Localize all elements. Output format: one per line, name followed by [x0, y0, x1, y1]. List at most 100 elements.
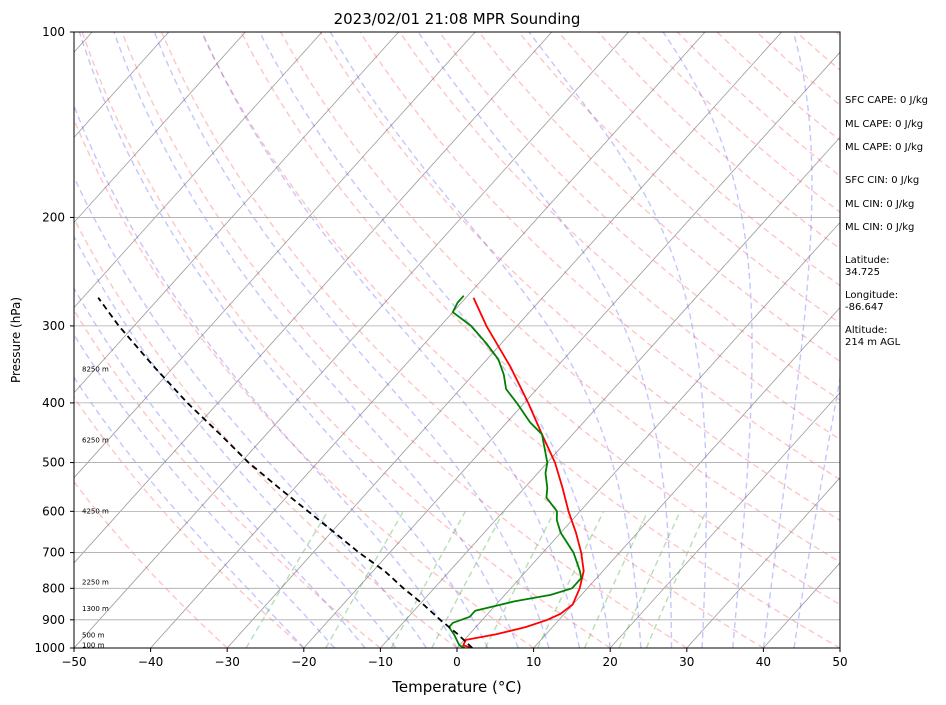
isotherm-line [303, 51, 840, 648]
latitude-block: Latitude: 34.725 [845, 255, 890, 278]
dry-adiabat-line [74, 396, 305, 648]
isotherm-line [74, 32, 323, 309]
x-tick-label: 0 [453, 655, 461, 669]
sfc-cape-label: SFC CAPE: 0 J/kg [845, 95, 928, 106]
ml-cape-label-2: ML CAPE: 0 J/kg [845, 142, 924, 153]
dry-adiabat-line [74, 118, 535, 648]
mixing-ratio-line [431, 510, 505, 648]
isotherm-line [74, 32, 553, 564]
moist-adiabat-line [74, 286, 366, 648]
isotherm-line [150, 32, 706, 648]
mixing-ratio-line [325, 510, 405, 648]
y-tick-label: 400 [42, 396, 65, 410]
y-axis-ticks: 100 200 300 400 500 600 700 800 900 1000 [34, 25, 74, 655]
moist-adiabat-line [329, 32, 642, 648]
moist-adiabat-line [417, 32, 673, 648]
height-label: 1300 m [82, 605, 109, 613]
y-tick-label: 100 [42, 25, 65, 39]
isotherm-line [533, 306, 840, 648]
chart-title: 2023/02/01 21:08 MPR Sounding [334, 10, 581, 28]
moist-adiabat-line [74, 235, 397, 648]
moist-adiabat-line [78, 32, 489, 648]
moist-adiabat-line [259, 32, 611, 648]
isotherm-line [609, 392, 840, 648]
x-tick-label: −20 [291, 655, 316, 669]
dry-adiabat-line [74, 308, 381, 648]
ml-cin-label-2: ML CIN: 0 J/kg [845, 222, 915, 233]
x-tick-label: 10 [526, 655, 541, 669]
isotherm-line [74, 32, 399, 394]
height-label: 6250 m [82, 436, 109, 444]
altitude-block: Altitude: 214 m AGL [845, 325, 900, 348]
y-axis-label: Pressure (hPa) [9, 297, 23, 383]
moist-adiabat-line [528, 32, 707, 648]
x-tick-label: 50 [832, 655, 847, 669]
series-layer [97, 295, 585, 648]
pressure-gridlines [74, 32, 840, 648]
background-reference-lines [74, 32, 840, 648]
dewpoint-line [448, 295, 583, 648]
height-label: 500 m [82, 632, 105, 640]
dry-adiabat-line [240, 32, 840, 606]
dry-adiabat-line [81, 32, 611, 648]
height-label: 8250 m [82, 365, 109, 373]
isotherm-line [456, 221, 840, 648]
mixing-ratio-line [645, 511, 707, 648]
dry-adiabat-line [279, 32, 840, 563]
x-axis-ticks: −50 −40 −30 −20 −10 0 10 20 30 40 50 [61, 648, 848, 669]
x-tick-label: 40 [756, 655, 771, 669]
mixing-ratio-line [484, 510, 556, 648]
altitude-label: Altitude: [845, 325, 888, 336]
isotherm-line [380, 136, 840, 648]
dry-adiabat-line [200, 32, 840, 648]
x-tick-label: −50 [61, 655, 86, 669]
height-label: 2250 m [82, 579, 109, 587]
moist-adiabat-line [793, 375, 840, 648]
dry-adiabat-line [160, 32, 764, 648]
y-tick-label: 500 [42, 456, 65, 470]
y-tick-label: 900 [42, 613, 65, 627]
moist-adiabat-line [153, 32, 550, 648]
longitude-label: Longitude: [845, 290, 899, 301]
latitude-label: Latitude: [845, 255, 890, 266]
isotherm-line [74, 32, 476, 479]
mixing-ratio-line [390, 510, 467, 648]
longitude-value: -86.647 [845, 301, 884, 313]
moist-adiabat-line [74, 103, 458, 648]
isotherm-line [686, 477, 840, 648]
moist-adiabat-line [662, 32, 753, 648]
latitude-value: 34.725 [845, 266, 880, 278]
isotherm-line [74, 32, 170, 138]
x-axis-label: Temperature (°C) [391, 678, 521, 696]
ml-cin-label: ML CIN: 0 J/kg [845, 199, 915, 210]
height-label: 4250 m [82, 507, 109, 515]
dry-adiabat-line [319, 32, 840, 522]
moist-adiabat-line [201, 32, 581, 648]
moist-adiabat-line [113, 32, 519, 648]
parcel-profile-line [97, 297, 473, 648]
dry-adiabat-line [518, 32, 840, 325]
dry-adiabat-line [74, 480, 228, 648]
isotherm-line [74, 32, 246, 224]
height-label: 100 m [82, 641, 105, 649]
temperature-line [462, 297, 585, 648]
dry-adiabat-line [557, 32, 840, 287]
isotherm-line [226, 32, 782, 648]
sfc-cin-label: SFC CIN: 0 J/kg [845, 175, 920, 186]
x-tick-label: −40 [138, 655, 163, 669]
moist-adiabat-line [762, 32, 813, 648]
longitude-block: Longitude: -86.647 [845, 290, 898, 313]
dry-adiabat-line [74, 217, 458, 648]
stability-info-panel: SFC CAPE: 0 J/kg ML CAPE: 0 J/kg ML CAPE… [845, 0, 946, 705]
y-tick-label: 700 [42, 546, 65, 560]
altitude-value: 214 m AGL [845, 336, 901, 348]
isotherm-line [74, 32, 629, 648]
y-tick-label: 200 [42, 210, 65, 224]
x-tick-label: −10 [368, 655, 393, 669]
ml-cape-label: ML CAPE: 0 J/kg [845, 119, 924, 130]
x-tick-label: 20 [603, 655, 618, 669]
y-tick-label: 1000 [34, 641, 65, 655]
y-tick-label: 600 [42, 504, 65, 518]
mixing-ratio-line [245, 510, 329, 648]
